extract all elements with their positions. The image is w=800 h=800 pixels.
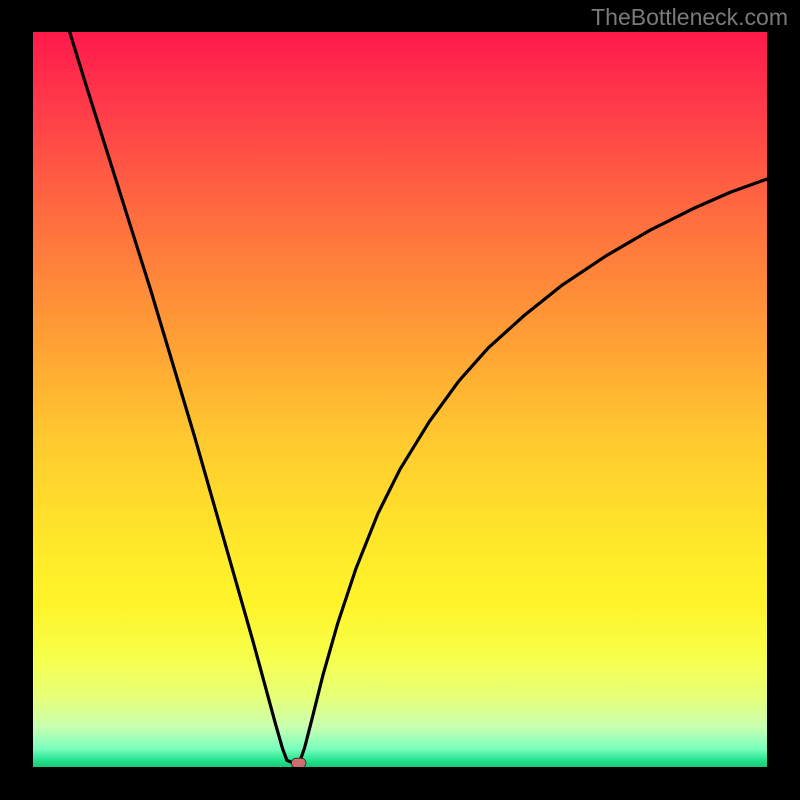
outer-frame: TheBottleneck.com <box>0 0 800 800</box>
optimum-marker <box>291 758 306 767</box>
watermark-text: TheBottleneck.com <box>591 4 788 31</box>
gradient-background <box>33 32 767 767</box>
chart-plot <box>33 32 767 767</box>
